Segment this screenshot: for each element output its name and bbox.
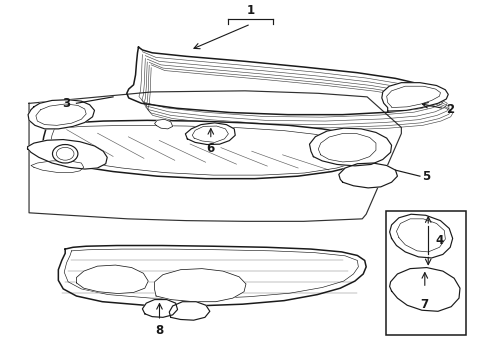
Polygon shape bbox=[58, 246, 366, 306]
Polygon shape bbox=[185, 123, 235, 144]
Polygon shape bbox=[339, 163, 397, 188]
Text: 5: 5 bbox=[422, 170, 430, 183]
Polygon shape bbox=[390, 214, 453, 258]
Polygon shape bbox=[169, 302, 210, 320]
Polygon shape bbox=[127, 47, 446, 114]
Polygon shape bbox=[27, 140, 107, 169]
Text: 7: 7 bbox=[421, 298, 429, 311]
Polygon shape bbox=[42, 120, 373, 179]
Circle shape bbox=[52, 144, 78, 163]
Polygon shape bbox=[390, 267, 460, 311]
Text: 8: 8 bbox=[155, 324, 164, 337]
Polygon shape bbox=[31, 161, 84, 173]
Bar bbox=[386, 211, 466, 335]
Polygon shape bbox=[155, 119, 172, 129]
Text: 1: 1 bbox=[246, 4, 255, 17]
Polygon shape bbox=[76, 265, 148, 293]
Text: 2: 2 bbox=[446, 103, 454, 116]
Polygon shape bbox=[28, 100, 95, 129]
Text: 4: 4 bbox=[436, 234, 444, 247]
Polygon shape bbox=[143, 300, 177, 318]
Polygon shape bbox=[382, 83, 448, 111]
Text: 3: 3 bbox=[62, 98, 70, 111]
Text: 6: 6 bbox=[207, 142, 215, 155]
Polygon shape bbox=[155, 269, 246, 302]
Polygon shape bbox=[310, 128, 392, 166]
